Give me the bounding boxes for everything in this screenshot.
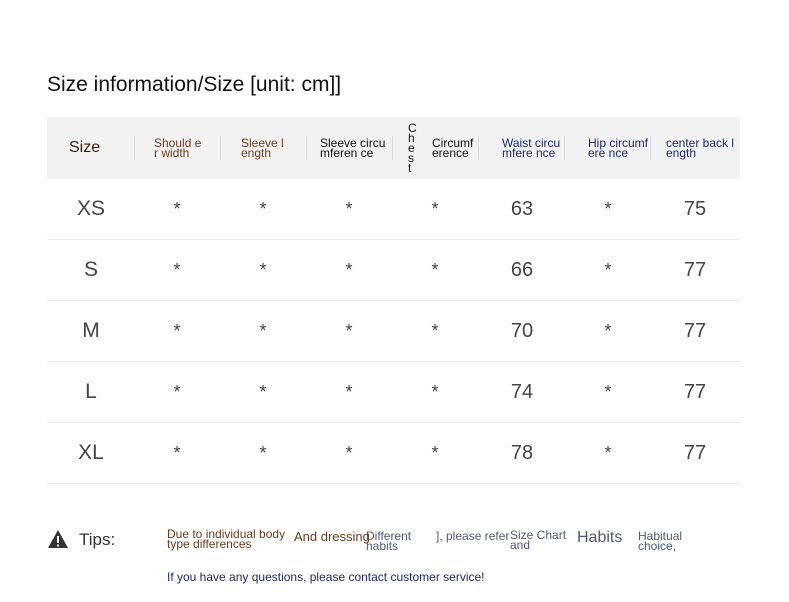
size-cell: XL xyxy=(78,441,104,464)
contact-note: If you have any questions, please contac… xyxy=(167,570,485,584)
hip-cell: * xyxy=(604,442,612,463)
tips-note: Habitual choice, xyxy=(638,529,683,553)
back-length-cell: 77 xyxy=(683,380,707,403)
header-center-back-length: center back length xyxy=(650,117,740,179)
warning-icon xyxy=(48,530,68,548)
size-cell: XS xyxy=(76,197,105,220)
size-cell: S xyxy=(83,258,98,281)
hip-cell: * xyxy=(604,259,612,280)
table-row: XL * * * * 78 * 77 xyxy=(47,423,740,484)
sleeve-length-cell: * xyxy=(259,198,267,219)
waist-cell: 70 xyxy=(510,319,534,342)
hip-cell: * xyxy=(604,381,612,402)
sleeve-length-cell: * xyxy=(259,442,267,463)
table-row: M * * * * 70 * 77 xyxy=(47,301,740,362)
hip-cell: * xyxy=(604,320,612,341)
back-length-cell: 77 xyxy=(683,258,707,281)
sleeve-circumference-cell: * xyxy=(345,320,353,341)
header-shoulder-width: Should er width xyxy=(134,117,220,179)
header-chest: Ches t xyxy=(392,117,417,179)
shoulder-cell: * xyxy=(173,442,181,463)
chest-circumference-cell: * xyxy=(431,259,439,280)
chest-circumference-cell: * xyxy=(431,381,439,402)
chest-circumference-cell: * xyxy=(431,198,439,219)
tips-note: And dressing xyxy=(294,529,370,544)
header-circumference: Circumf erence xyxy=(432,136,474,160)
waist-cell: 74 xyxy=(510,380,534,403)
hip-cell: * xyxy=(604,198,612,219)
tips-note: Size Chart and xyxy=(510,528,567,552)
sleeve-circumference-cell: * xyxy=(345,381,353,402)
tips-note: Habits xyxy=(577,529,623,546)
sleeve-circumference-cell: * xyxy=(345,442,353,463)
sleeve-length-cell: * xyxy=(259,381,267,402)
table-row: XS * * * * 63 * 75 xyxy=(47,179,740,240)
sleeve-circumference-cell: * xyxy=(345,259,353,280)
tips-note: ], please refer xyxy=(436,529,510,543)
header-sleeve-circumference: Sleeve circumferen ce xyxy=(306,117,392,179)
shoulder-cell: * xyxy=(173,259,181,280)
table-row: S * * * * 66 * 77 xyxy=(47,240,740,301)
tips-note: Due to individual body type differences xyxy=(167,527,286,551)
header-size: Size xyxy=(69,139,101,156)
waist-cell: 66 xyxy=(510,258,534,281)
shoulder-cell: * xyxy=(173,381,181,402)
header-waist-circumference: Waist circumfere nce xyxy=(478,117,564,179)
waist-cell: 63 xyxy=(510,197,534,220)
size-cell: L xyxy=(85,380,97,403)
shoulder-cell: * xyxy=(173,198,181,219)
waist-cell: 78 xyxy=(510,441,534,464)
chest-circumference-cell: * xyxy=(431,320,439,341)
size-cell: M xyxy=(82,319,100,342)
back-length-cell: 77 xyxy=(683,319,707,342)
table-row: L * * * * 74 * 77 xyxy=(47,362,740,423)
back-length-cell: 75 xyxy=(683,197,707,220)
page-title: Size information/Size [unit: cm]] xyxy=(47,73,342,96)
size-table: Size Should er width Sleeve length Sleev… xyxy=(47,117,740,484)
table-header: Size Should er width Sleeve length Sleev… xyxy=(47,117,740,179)
sleeve-length-cell: * xyxy=(259,320,267,341)
sleeve-circumference-cell: * xyxy=(345,198,353,219)
sleeve-length-cell: * xyxy=(259,259,267,280)
back-length-cell: 77 xyxy=(683,441,707,464)
chest-circumference-cell: * xyxy=(431,442,439,463)
tips-note: Different habits xyxy=(366,529,412,553)
shoulder-cell: * xyxy=(173,320,181,341)
header-sleeve-length: Sleeve length xyxy=(220,117,306,179)
tips-label: Tips: xyxy=(79,530,116,549)
header-hip-circumference: Hip circumfere nce xyxy=(564,117,650,179)
